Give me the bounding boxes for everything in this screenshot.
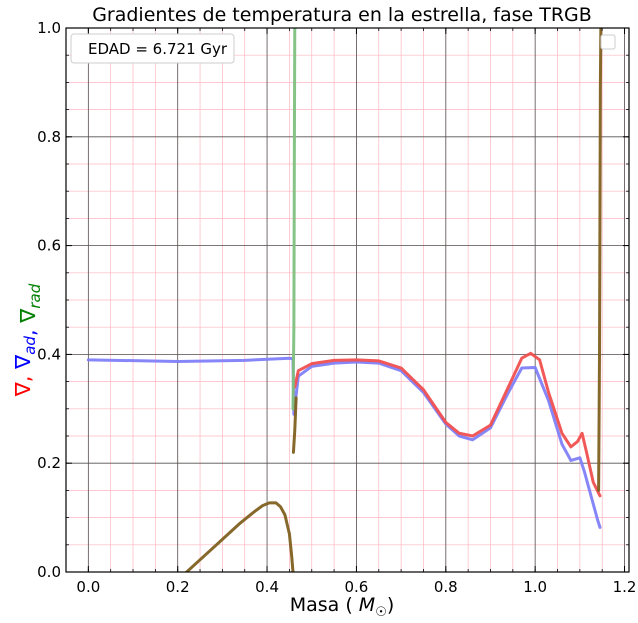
chart-title: Gradientes de temperatura en la estrella… xyxy=(92,4,592,26)
series-line-3 xyxy=(185,501,295,572)
y-tick-label: 0.4 xyxy=(37,345,61,363)
tick-labels: 0.0 0.2 0.4 0.6 0.8 1.0 1.2 0.0 0.2 0.4 0.6 0.8 1.0 xyxy=(37,19,636,596)
series-line-2 xyxy=(291,28,297,411)
x-tick-label: 0.8 xyxy=(434,578,458,596)
x-tick-label: 0.0 xyxy=(76,578,100,596)
x-tick-label: 0.6 xyxy=(345,578,369,596)
y-tick-label: 0.0 xyxy=(37,563,61,581)
y-axis-label-part: , xyxy=(11,369,35,382)
legend-box xyxy=(70,33,235,64)
y-axis-label-part: , xyxy=(16,323,40,336)
series-line-1 xyxy=(293,351,602,498)
series-layer xyxy=(86,28,603,572)
x-tick-label: 1.2 xyxy=(613,578,637,596)
y-axis-label-part: ∇ xyxy=(11,381,35,397)
series-line-0 xyxy=(86,356,602,529)
y-axis-label-sub: ad xyxy=(21,336,39,355)
x-axis-label-sub: ☉ xyxy=(375,605,387,620)
empty-legend-box xyxy=(600,34,616,50)
y-tick-label: 0.6 xyxy=(37,237,61,255)
x-axis-label-symbol: M xyxy=(359,594,375,616)
y-tick-label: 1.0 xyxy=(37,19,61,37)
y-axis-label: ∇, ∇ad, ∇rad xyxy=(11,283,44,397)
x-axis-label-close: ) xyxy=(387,594,394,616)
x-axis-label: Masa ( M☉) xyxy=(290,594,395,620)
legend: EDAD = 6.721 Gyr xyxy=(70,33,235,64)
series-line-4 xyxy=(291,396,298,454)
x-tick-label: 0.2 xyxy=(166,578,190,596)
ticks xyxy=(65,27,629,573)
legend-entry: EDAD = 6.721 Gyr xyxy=(88,40,228,58)
y-axis-label-part: ∇ xyxy=(16,308,40,324)
x-tick-label: 0.4 xyxy=(255,578,279,596)
y-tick-label: 0.2 xyxy=(37,454,61,472)
x-axis-label-main: Masa ( xyxy=(290,594,353,616)
x-tick-label: 1.0 xyxy=(523,578,547,596)
y-axis-label-sub: rad xyxy=(26,283,44,308)
series-line-5 xyxy=(597,28,603,492)
y-axis-label-part: ∇ xyxy=(11,354,35,370)
minor-grid xyxy=(65,27,629,573)
y-tick-label: 0.8 xyxy=(37,128,61,146)
